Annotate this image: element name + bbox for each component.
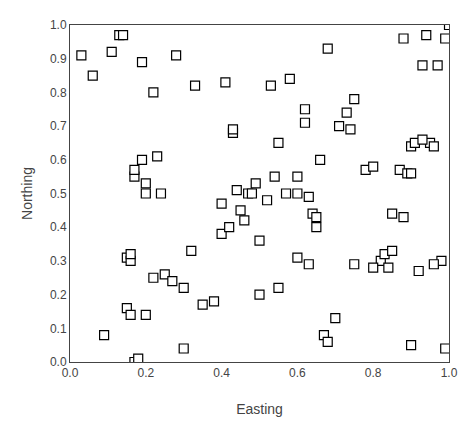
svg-text:1.0: 1.0	[50, 18, 67, 32]
svg-text:0.3: 0.3	[50, 254, 67, 268]
svg-text:0.4: 0.4	[213, 366, 230, 380]
svg-text:0.7: 0.7	[50, 119, 67, 133]
svg-text:0.8: 0.8	[50, 86, 67, 100]
svg-text:0.6: 0.6	[50, 153, 67, 167]
svg-text:0.1: 0.1	[50, 322, 67, 336]
svg-text:Easting: Easting	[236, 401, 283, 417]
svg-text:0.0: 0.0	[62, 366, 79, 380]
svg-text:Northing: Northing	[19, 167, 35, 220]
svg-text:0.5: 0.5	[50, 187, 67, 201]
svg-text:0.2: 0.2	[50, 288, 67, 302]
svg-text:0.2: 0.2	[137, 366, 154, 380]
svg-text:0.6: 0.6	[289, 366, 306, 380]
svg-text:0.9: 0.9	[50, 52, 67, 66]
svg-text:0.0: 0.0	[50, 355, 67, 369]
svg-text:0.4: 0.4	[50, 220, 67, 234]
svg-text:1.0: 1.0	[441, 366, 458, 380]
svg-text:0.8: 0.8	[365, 366, 382, 380]
